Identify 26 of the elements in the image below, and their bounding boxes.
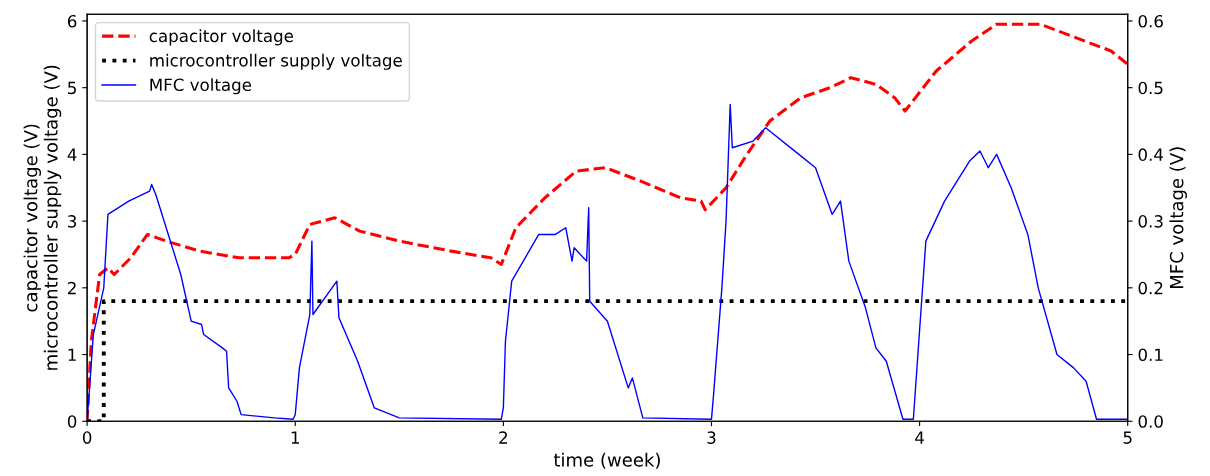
- y2-axis-title: MFC voltage (V): [1169, 147, 1187, 288]
- y-tick-label: 3: [68, 215, 77, 228]
- y2-tick-label: 0.6: [1138, 14, 1163, 28]
- y-axis-title: capacitor voltage (V) microcontroller supply voltage (V): [23, 65, 62, 370]
- x-tick-label: 4: [915, 431, 924, 444]
- y2-tick-label: 0.4: [1138, 148, 1164, 161]
- y2-tick-label: 0.3: [1138, 215, 1163, 228]
- y2-tick-label: 0.5: [1138, 81, 1163, 95]
- x-tick-label: 2: [499, 431, 507, 444]
- y-tick-label: 2: [68, 281, 76, 295]
- x-tick-label: 3: [707, 431, 716, 444]
- x-axis-title: time (week): [553, 452, 660, 469]
- y-tick-label: 6: [67, 14, 77, 28]
- legend-label: MFC voltage: [150, 78, 252, 95]
- x-tick-label: 5: [1123, 431, 1132, 444]
- legend-label: microcontroller supply voltage: [150, 53, 402, 70]
- y2-tick-label: 0.0: [1138, 415, 1163, 428]
- y2-tick-label: 0.1: [1138, 348, 1163, 362]
- y2-tick-label: 0.2: [1138, 281, 1163, 295]
- y-tick-label: 4: [67, 148, 77, 161]
- x-tick-label: 1: [291, 431, 299, 444]
- y-tick-label: 0: [67, 415, 77, 428]
- legend-label: capacitor voltage: [149, 29, 294, 46]
- y-tick-label: 1: [68, 348, 76, 361]
- y-tick-label: 5: [68, 81, 76, 95]
- x-tick-label: 0: [82, 431, 92, 444]
